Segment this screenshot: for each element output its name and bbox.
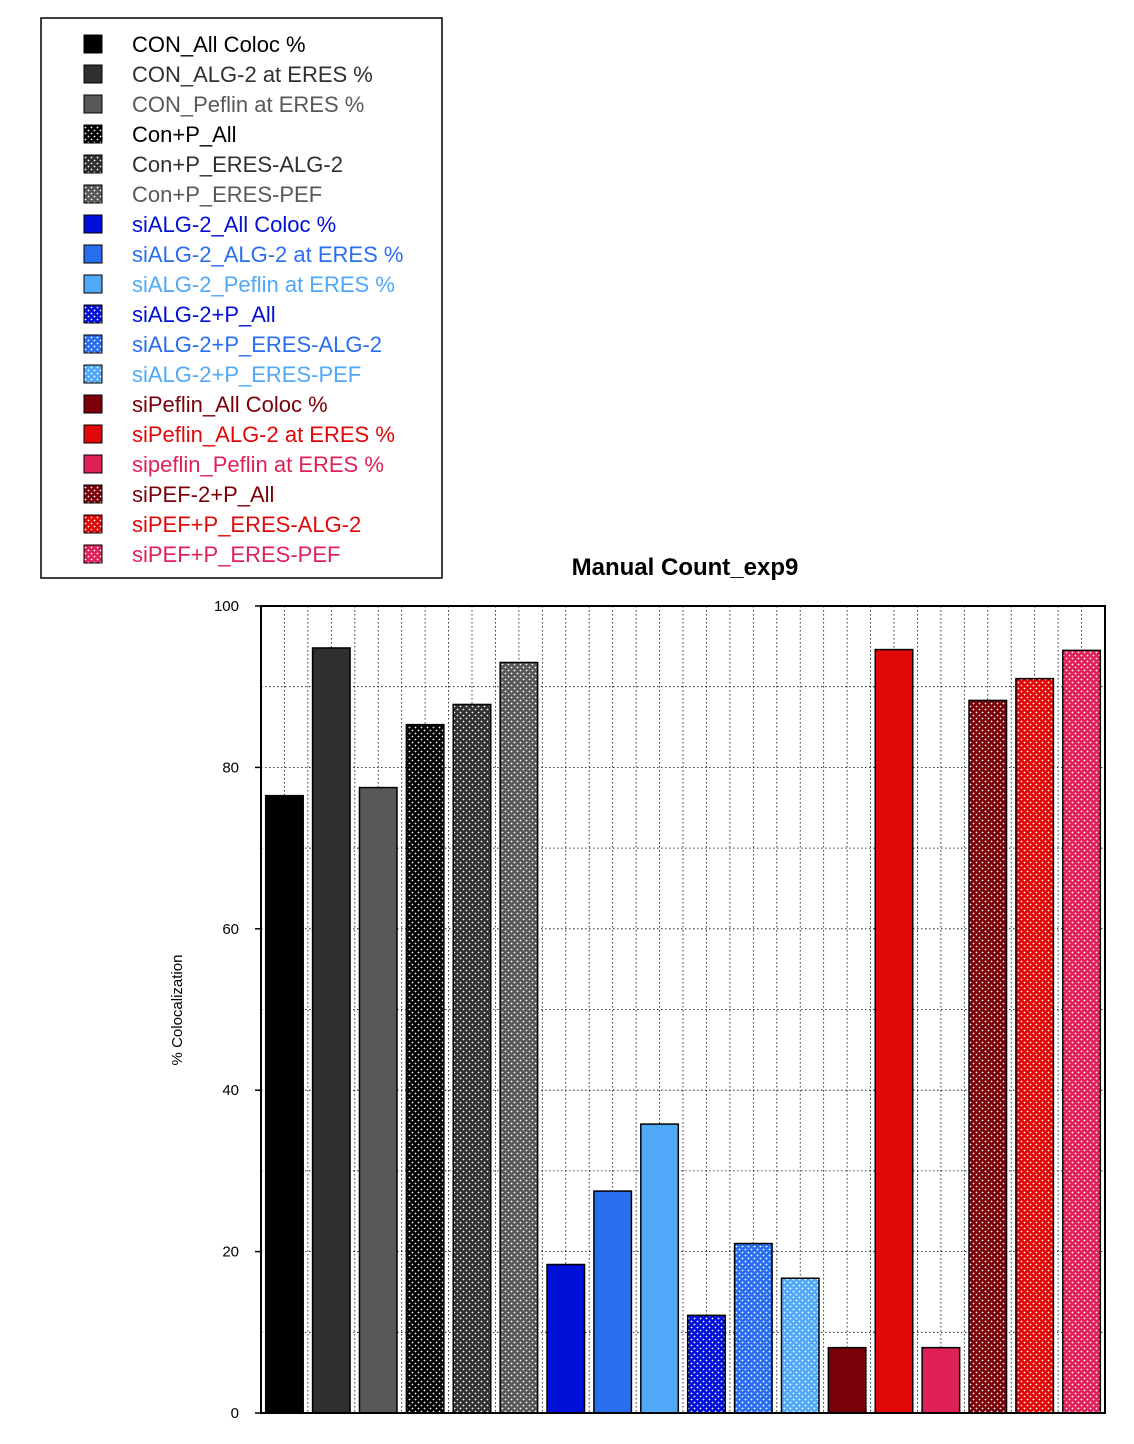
legend-label-17: siPEF+P_ERES-PEF	[132, 542, 340, 567]
bar-17	[1062, 649, 1102, 1414]
legend: CON_All Coloc % CON_ALG-2 at ERES % CON_Pe…	[83, 32, 403, 567]
legend-swatch-9	[83, 304, 103, 324]
y-tick-label: 20	[222, 1244, 239, 1261]
legend-label-11: siALG-2+P_ERES-PEF	[132, 362, 361, 387]
plot-frame	[260, 605, 1106, 1414]
legend-box	[40, 17, 443, 579]
legend-label-13: siPeflin_ALG-2 at ERES %	[132, 422, 395, 447]
bar-6	[546, 1263, 586, 1414]
bar-10	[733, 1242, 773, 1414]
bar-0	[264, 794, 304, 1414]
legend-label-6: siALG-2_All Coloc %	[132, 212, 336, 237]
legend-swatch-15	[83, 484, 103, 504]
legend-label-8: siALG-2_Peflin at ERES %	[132, 272, 395, 297]
legend-label-16: siPEF+P_ERES-ALG-2	[132, 512, 361, 537]
legend-swatch-8	[83, 274, 103, 294]
bar-15	[968, 699, 1008, 1414]
bar-14	[921, 1346, 961, 1414]
bar-8	[640, 1123, 680, 1414]
legend-swatch-3	[83, 124, 103, 144]
bar-3	[405, 723, 445, 1414]
legend-swatch-13	[83, 424, 103, 444]
y-tick-label: 40	[222, 1082, 239, 1099]
y-tick-label: 80	[222, 759, 239, 776]
bar-12	[827, 1346, 867, 1414]
legend-label-14: sipeflin_Peflin at ERES %	[132, 452, 384, 477]
legend-swatch-1	[83, 64, 103, 84]
legend-swatch-6	[83, 214, 103, 234]
legend-label-4: Con+P_ERES-ALG-2	[132, 152, 343, 177]
legend-swatch-10	[83, 334, 103, 354]
y-tick-label: 100	[214, 598, 239, 615]
bar-9	[686, 1314, 726, 1414]
legend-swatch-17	[83, 544, 103, 564]
bar-5	[499, 661, 539, 1414]
y-axis-label: % Colocalization	[169, 955, 186, 1066]
legend-label-5: Con+P_ERES-PEF	[132, 182, 322, 207]
legend-label-12: siPeflin_All Coloc %	[132, 392, 328, 417]
legend-label-1: CON_ALG-2 at ERES %	[132, 62, 373, 87]
bar-2	[358, 786, 398, 1414]
bar-13	[874, 648, 914, 1414]
legend-label-0: CON_All Coloc %	[132, 32, 306, 57]
legend-swatch-16	[83, 514, 103, 534]
bar-4	[452, 703, 492, 1414]
y-tick-label: 0	[231, 1405, 239, 1422]
legend-swatch-5	[83, 184, 103, 204]
legend-swatch-12	[83, 394, 103, 414]
legend-label-7: siALG-2_ALG-2 at ERES %	[132, 242, 403, 267]
legend-swatch-7	[83, 244, 103, 264]
chart-title: Manual Count_exp9	[572, 554, 799, 581]
legend-swatch-4	[83, 154, 103, 174]
legend-label-10: siALG-2+P_ERES-ALG-2	[132, 332, 382, 357]
bar-16	[1015, 677, 1055, 1414]
legend-label-9: siALG-2+P_All	[132, 302, 276, 327]
legend-swatch-0	[83, 34, 103, 54]
bar-1	[311, 647, 351, 1414]
legend-swatch-14	[83, 454, 103, 474]
y-tick-label: 60	[222, 921, 239, 938]
legend-swatch-11	[83, 364, 103, 384]
legend-swatch-2	[83, 94, 103, 114]
y-axis-ticks: 0 20 40 60 80 100	[214, 598, 261, 1422]
bar-11	[780, 1277, 820, 1414]
bar-7	[593, 1190, 633, 1414]
legend-label-3: Con+P_All	[132, 122, 237, 147]
legend-label-2: CON_Peflin at ERES %	[132, 92, 364, 117]
legend-label-15: siPEF-2+P_All	[132, 482, 274, 507]
